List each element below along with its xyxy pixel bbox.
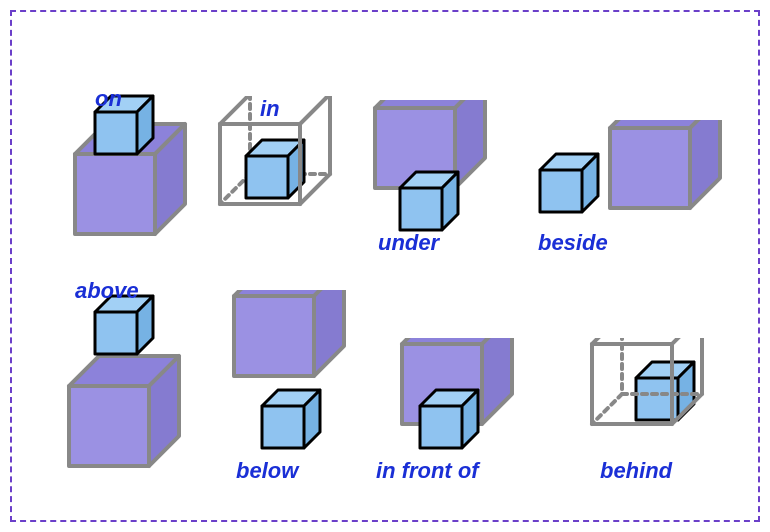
cube-pair-above [55, 278, 215, 498]
label-beside: beside [538, 230, 608, 256]
cell-above: above [55, 278, 215, 498]
cell-on: on [55, 86, 215, 256]
cube-pair-in [210, 96, 370, 256]
label-in: in [260, 96, 280, 122]
cell-beside: beside [530, 120, 740, 270]
label-below: below [236, 458, 298, 484]
cell-in-front-of: in front of [380, 338, 570, 498]
cell-behind: behind [580, 338, 760, 498]
label-under: under [378, 230, 439, 256]
cell-in: in [210, 96, 370, 256]
cell-under: under [360, 100, 530, 270]
label-in-front-of: in front of [376, 458, 479, 484]
cube-pair-on [55, 86, 215, 256]
label-on: on [95, 86, 122, 112]
label-above: above [75, 278, 139, 304]
cell-below: below [220, 290, 380, 500]
label-behind: behind [600, 458, 672, 484]
